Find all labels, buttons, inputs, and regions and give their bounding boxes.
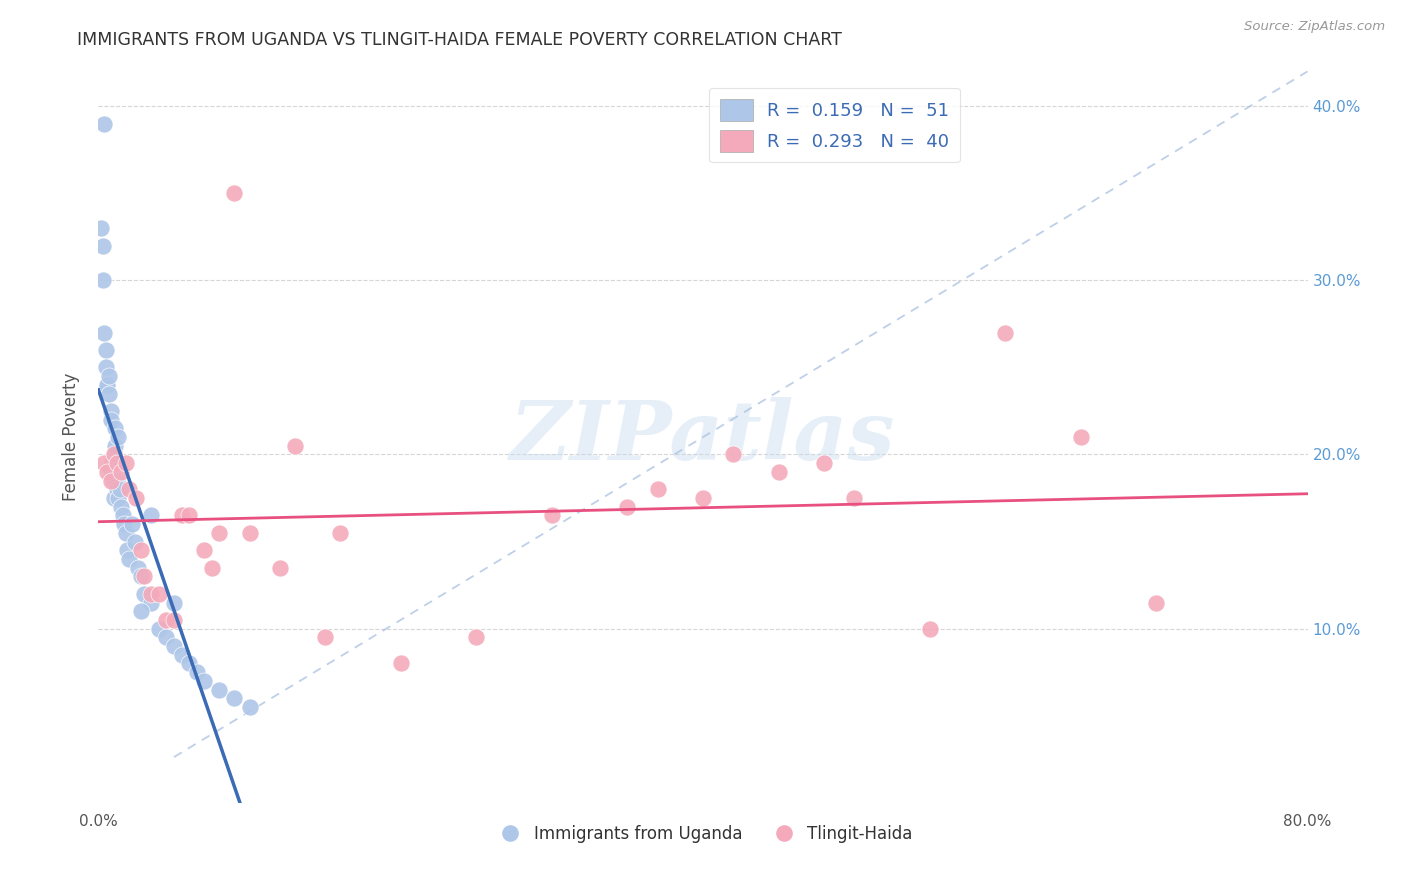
Point xyxy=(114,525,136,540)
Point xyxy=(101,465,124,479)
Point xyxy=(465,631,488,645)
Point xyxy=(193,543,215,558)
Point xyxy=(105,456,128,470)
Point xyxy=(148,622,170,636)
Point xyxy=(141,595,163,609)
Point xyxy=(129,543,152,558)
Point xyxy=(813,456,835,470)
Point xyxy=(98,386,121,401)
Point xyxy=(94,343,117,357)
Point xyxy=(239,525,262,540)
Point xyxy=(108,483,131,497)
Point xyxy=(616,500,638,514)
Point xyxy=(148,587,170,601)
Point xyxy=(118,552,141,566)
Point xyxy=(91,238,114,252)
Point xyxy=(91,273,114,287)
Point xyxy=(96,377,118,392)
Text: Source: ZipAtlas.com: Source: ZipAtlas.com xyxy=(1244,20,1385,33)
Point xyxy=(224,186,246,201)
Point xyxy=(284,439,307,453)
Point xyxy=(90,221,112,235)
Point xyxy=(107,491,129,505)
Point xyxy=(179,657,201,671)
Point xyxy=(193,673,215,688)
Point xyxy=(132,569,155,583)
Point xyxy=(105,474,128,488)
Point xyxy=(155,613,177,627)
Point xyxy=(540,508,562,523)
Point xyxy=(647,483,669,497)
Point xyxy=(94,360,117,375)
Point xyxy=(110,465,132,479)
Point xyxy=(129,569,152,583)
Point xyxy=(389,657,412,671)
Point xyxy=(141,587,163,601)
Point xyxy=(121,517,143,532)
Point xyxy=(93,456,115,470)
Point xyxy=(994,326,1017,340)
Point xyxy=(103,474,125,488)
Point xyxy=(155,631,177,645)
Point xyxy=(100,474,122,488)
Text: IMMIGRANTS FROM UGANDA VS TLINGIT-HAIDA FEMALE POVERTY CORRELATION CHART: IMMIGRANTS FROM UGANDA VS TLINGIT-HAIDA … xyxy=(77,31,842,49)
Point xyxy=(127,560,149,574)
Point xyxy=(101,456,124,470)
Point xyxy=(170,508,193,523)
Point xyxy=(96,377,118,392)
Point xyxy=(179,508,201,523)
Point xyxy=(104,456,127,470)
Point xyxy=(329,525,352,540)
Point xyxy=(100,404,122,418)
Point xyxy=(314,631,336,645)
Point xyxy=(112,517,135,532)
Point xyxy=(93,326,115,340)
Point xyxy=(103,448,125,462)
Point xyxy=(104,439,127,453)
Point xyxy=(208,682,231,697)
Point xyxy=(111,508,134,523)
Point xyxy=(132,587,155,601)
Point xyxy=(100,412,122,426)
Point xyxy=(118,483,141,497)
Point xyxy=(114,456,136,470)
Point xyxy=(105,483,128,497)
Point xyxy=(125,491,148,505)
Point xyxy=(768,465,790,479)
Point xyxy=(269,560,291,574)
Legend: Immigrants from Uganda, Tlingit-Haida: Immigrants from Uganda, Tlingit-Haida xyxy=(486,818,920,849)
Point xyxy=(208,525,231,540)
Point xyxy=(103,491,125,505)
Point xyxy=(224,691,246,706)
Point xyxy=(1144,595,1167,609)
Point xyxy=(110,500,132,514)
Point xyxy=(918,622,941,636)
Point xyxy=(723,448,745,462)
Point xyxy=(96,465,118,479)
Point xyxy=(186,665,208,680)
Point xyxy=(692,491,714,505)
Point xyxy=(129,604,152,618)
Point xyxy=(163,613,186,627)
Point xyxy=(1070,430,1092,444)
Point xyxy=(107,430,129,444)
Point xyxy=(239,700,262,714)
Point xyxy=(201,560,224,574)
Point xyxy=(141,508,163,523)
Point xyxy=(163,595,186,609)
Point xyxy=(170,648,193,662)
Point xyxy=(844,491,866,505)
Text: ZIPatlas: ZIPatlas xyxy=(510,397,896,477)
Point xyxy=(98,369,121,384)
Y-axis label: Female Poverty: Female Poverty xyxy=(62,373,80,501)
Point xyxy=(104,421,127,435)
Point xyxy=(93,117,115,131)
Point xyxy=(163,639,186,653)
Point xyxy=(124,534,146,549)
Point xyxy=(103,448,125,462)
Point xyxy=(115,543,138,558)
